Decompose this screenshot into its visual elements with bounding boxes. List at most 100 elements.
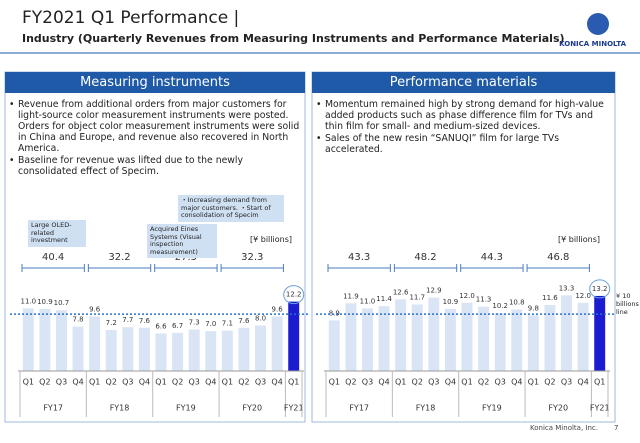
x-tick-label: Q2 <box>478 378 489 387</box>
bar <box>361 308 373 371</box>
bar <box>238 327 250 371</box>
bullet-list: Revenue from additional orders from majo… <box>9 99 301 178</box>
x-tick-label: Q2 <box>39 378 50 387</box>
value-label: 7.1 <box>222 320 233 328</box>
value-label: 12.9 <box>426 287 442 295</box>
value-label: 9.6 <box>89 305 101 313</box>
highlight-ring <box>283 285 305 305</box>
x-tick-label: Q4 <box>271 378 282 387</box>
bar <box>188 329 200 371</box>
bar <box>511 309 523 371</box>
group-label: FY20 <box>548 404 568 413</box>
bar <box>544 305 556 371</box>
bar <box>577 302 589 371</box>
bar <box>172 332 184 371</box>
x-tick-label: Q4 <box>205 378 216 387</box>
annotation: ・Increasing demand from major customers.… <box>178 195 284 222</box>
value-label: 7.6 <box>238 317 250 325</box>
bar <box>221 330 233 371</box>
group-label: FY19 <box>176 404 196 413</box>
annual-total: 48.2 <box>414 252 436 263</box>
bar <box>39 309 51 371</box>
x-tick-label: Q2 <box>345 378 356 387</box>
reference-label: ¥ 10 billions line <box>616 292 639 316</box>
value-label: 9.8 <box>528 304 539 312</box>
group-label: FY18 <box>110 404 130 413</box>
annotation: Acquired Eines Systems (Visual inspectio… <box>147 224 217 258</box>
x-tick-label: Q3 <box>188 378 199 387</box>
highlight-ring <box>589 279 611 299</box>
bar <box>288 301 300 371</box>
x-tick-label: Q4 <box>577 378 588 387</box>
value-label: 6.6 <box>155 322 167 330</box>
bullet: Sales of the new resin “SANUQI” film for… <box>316 133 608 155</box>
group-label: FY21 <box>284 404 304 413</box>
group-label: FY20 <box>242 404 262 413</box>
x-tick-label: Q1 <box>155 378 166 387</box>
bar <box>527 315 539 371</box>
annual-total: 40.4 <box>42 252 64 263</box>
value-label: 12.2 <box>286 291 302 299</box>
x-tick-label: Q3 <box>122 378 133 387</box>
bar <box>271 316 283 371</box>
value-label: 13.2 <box>592 285 608 293</box>
value-label: 7.2 <box>106 319 117 327</box>
bar <box>494 312 506 371</box>
x-tick-label: Q1 <box>288 378 299 387</box>
page-number: 7 <box>614 424 619 432</box>
value-label: 11.3 <box>476 296 492 304</box>
value-label: 12.0 <box>459 292 475 300</box>
x-tick-label: Q1 <box>395 378 406 387</box>
bar <box>328 320 340 371</box>
x-tick-label: Q4 <box>511 378 522 387</box>
value-label: 12.0 <box>575 292 591 300</box>
value-label: 11.9 <box>343 292 359 300</box>
unit-label: [¥ billions] <box>250 235 292 244</box>
annual-total: 32.3 <box>241 252 263 263</box>
bar <box>72 326 84 371</box>
value-label: 13.3 <box>559 284 575 292</box>
subtitle: Industry (Quarterly Revenues from Measur… <box>22 32 565 45</box>
panel-title: Performance materials <box>312 72 615 93</box>
panel-title: Measuring instruments <box>5 72 305 93</box>
value-label: 6.7 <box>172 322 183 330</box>
value-label: 11.4 <box>376 295 392 303</box>
value-label: 7.0 <box>205 320 216 328</box>
x-tick-label: Q1 <box>23 378 34 387</box>
bar <box>594 295 606 371</box>
value-label: 10.9 <box>443 298 459 306</box>
x-tick-label: Q3 <box>362 378 373 387</box>
x-tick-label: Q3 <box>428 378 439 387</box>
x-tick-label: Q3 <box>561 378 572 387</box>
value-label: 9.6 <box>272 305 284 313</box>
value-label: 11.6 <box>542 294 558 302</box>
value-label: 12.6 <box>393 288 409 296</box>
x-tick-label: Q3 <box>494 378 505 387</box>
group-label: FY17 <box>43 404 63 413</box>
bar <box>428 297 440 371</box>
x-tick-label: Q3 <box>255 378 266 387</box>
bar <box>138 327 150 371</box>
value-label: 7.7 <box>122 316 133 324</box>
value-label: 11.0 <box>360 297 376 305</box>
bar <box>155 333 167 371</box>
bar <box>89 316 101 371</box>
x-tick-label: Q2 <box>412 378 423 387</box>
bullet: Momentum remained high by strong demand … <box>316 99 608 132</box>
logo-mark <box>587 13 609 35</box>
bar <box>205 331 217 371</box>
bullet-list: Momentum remained high by strong demand … <box>316 99 608 156</box>
value-label: 11.0 <box>20 297 36 305</box>
x-tick-label: Q3 <box>56 378 67 387</box>
logo: KONICA MINOLTA <box>559 40 626 48</box>
group-label: FY21 <box>590 404 610 413</box>
x-tick-label: Q2 <box>172 378 183 387</box>
bar <box>411 304 423 371</box>
unit-label: [¥ billions] <box>558 235 600 244</box>
bar <box>105 330 117 371</box>
annual-total: 44.3 <box>481 252 503 263</box>
group-label: FY18 <box>416 404 436 413</box>
value-label: 10.8 <box>509 299 525 307</box>
annual-total: 43.3 <box>348 252 370 263</box>
x-tick-label: Q4 <box>72 378 83 387</box>
